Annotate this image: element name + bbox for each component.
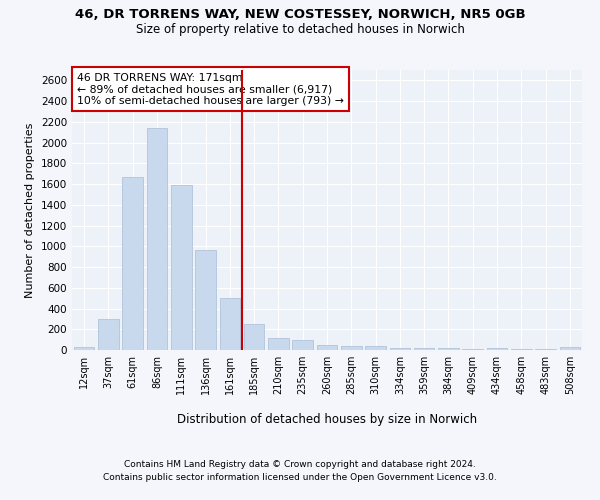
Bar — [268, 338, 289, 350]
Text: 46, DR TORRENS WAY, NEW COSTESSEY, NORWICH, NR5 0GB: 46, DR TORRENS WAY, NEW COSTESSEY, NORWI… — [74, 8, 526, 20]
Bar — [292, 340, 313, 350]
Text: Size of property relative to detached houses in Norwich: Size of property relative to detached ho… — [136, 22, 464, 36]
Bar — [146, 128, 167, 350]
Text: Contains HM Land Registry data © Crown copyright and database right 2024.: Contains HM Land Registry data © Crown c… — [124, 460, 476, 469]
Bar — [487, 348, 508, 350]
Bar — [560, 348, 580, 350]
Y-axis label: Number of detached properties: Number of detached properties — [25, 122, 35, 298]
Bar — [98, 319, 119, 350]
Bar — [171, 184, 191, 350]
Bar — [341, 346, 362, 350]
Bar — [317, 345, 337, 350]
Text: Distribution of detached houses by size in Norwich: Distribution of detached houses by size … — [177, 412, 477, 426]
Bar — [365, 346, 386, 350]
Bar — [122, 177, 143, 350]
Text: Contains public sector information licensed under the Open Government Licence v3: Contains public sector information licen… — [103, 472, 497, 482]
Bar — [438, 348, 459, 350]
Text: 46 DR TORRENS WAY: 171sqm
← 89% of detached houses are smaller (6,917)
10% of se: 46 DR TORRENS WAY: 171sqm ← 89% of detac… — [77, 73, 344, 106]
Bar — [389, 348, 410, 350]
Bar — [195, 250, 216, 350]
Bar — [220, 298, 240, 350]
Bar — [414, 348, 434, 350]
Bar — [244, 324, 265, 350]
Bar — [74, 348, 94, 350]
